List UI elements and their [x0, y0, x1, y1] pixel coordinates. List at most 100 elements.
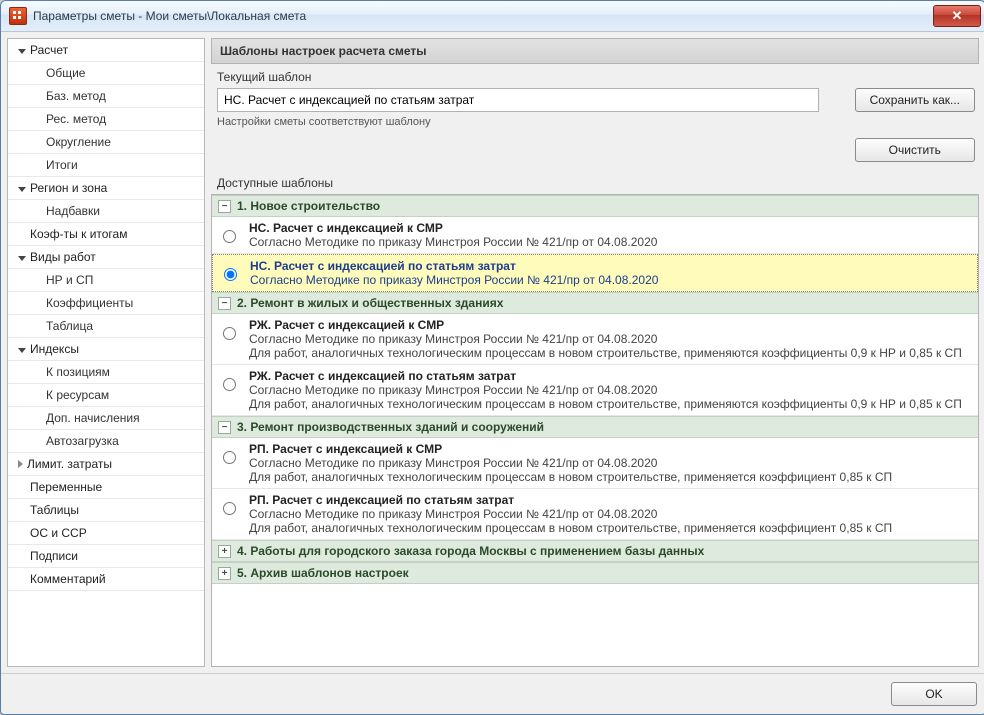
nav-item[interactable]: К позициям	[8, 361, 204, 384]
app-icon	[9, 7, 27, 25]
clear-button[interactable]: Очистить	[855, 138, 975, 162]
nav-sidebar[interactable]: Расчет ОбщиеБаз. методРес. методОкруглени…	[7, 38, 205, 667]
dialog-footer: OK	[1, 673, 984, 714]
nav-item[interactable]: Регион и зона	[8, 177, 204, 200]
template-row[interactable]: РП. Расчет с индексацией к СМРСогласно М…	[212, 438, 978, 489]
template-radio[interactable]	[223, 327, 236, 340]
template-radio-cell	[218, 448, 239, 464]
chevron-down-icon[interactable]	[18, 256, 26, 261]
nav-item[interactable]: Округление	[8, 131, 204, 154]
template-buttons: Сохранить как... Очистить	[855, 70, 977, 162]
nav-item[interactable]: Подписи	[8, 545, 204, 568]
chevron-down-icon[interactable]	[18, 348, 26, 353]
current-template-input[interactable]	[217, 88, 819, 112]
nav-item[interactable]: К ресурсам	[8, 384, 204, 407]
template-desc: Согласно Методике по приказу Минстроя Ро…	[249, 235, 972, 249]
nav-item[interactable]: Таблицы	[8, 499, 204, 522]
template-desc: Согласно Методике по приказу Минстроя Ро…	[249, 332, 972, 346]
nav-item[interactable]: Общие	[8, 62, 204, 85]
nav-item[interactable]: Рес. метод	[8, 108, 204, 131]
template-group-header[interactable]: +5. Архив шаблонов настроек	[212, 562, 978, 584]
nav-item[interactable]: Баз. метод	[8, 85, 204, 108]
nav-item[interactable]: Коэффициенты	[8, 292, 204, 315]
template-desc: Согласно Методике по приказу Минстроя Ро…	[250, 273, 971, 287]
template-title: НС. Расчет с индексацией по статьям затр…	[250, 259, 971, 273]
template-desc: Согласно Методике по приказу Минстроя Ро…	[249, 456, 972, 470]
close-button[interactable]: ✕	[933, 5, 981, 27]
template-text: РП. Расчет с индексацией по статьям затр…	[249, 493, 972, 535]
template-desc: Для работ, аналогичных технологическим п…	[249, 470, 972, 484]
template-row[interactable]: НС. Расчет с индексацией к СМРСогласно М…	[212, 217, 978, 254]
nav-item[interactable]: Доп. начисления	[8, 407, 204, 430]
template-title: РП. Расчет с индексацией к СМР	[249, 442, 972, 456]
nav-item[interactable]: ОС и ССР	[8, 522, 204, 545]
template-radio[interactable]	[223, 502, 236, 515]
template-title: РЖ. Расчет с индексацией по статьям затр…	[249, 369, 972, 383]
nav-item[interactable]: Надбавки	[8, 200, 204, 223]
template-radio-cell	[218, 324, 239, 340]
nav-item[interactable]: Таблица	[8, 315, 204, 338]
close-icon: ✕	[952, 8, 963, 24]
template-radio-cell	[218, 227, 239, 243]
dialog-body: Расчет ОбщиеБаз. методРес. методОкруглени…	[1, 32, 984, 673]
template-row[interactable]: НС. Расчет с индексацией по статьям затр…	[212, 254, 978, 292]
template-text: РЖ. Расчет с индексацией по статьям затр…	[249, 369, 972, 411]
nav-item[interactable]: Виды работ	[8, 246, 204, 269]
nav-item[interactable]: Расчет	[8, 39, 204, 62]
template-title: РП. Расчет с индексацией по статьям затр…	[249, 493, 972, 507]
nav-item-label: Индексы	[30, 342, 79, 356]
titlebar: Параметры сметы - Мои сметы\Локальная см…	[1, 1, 984, 32]
nav-item-label: Регион и зона	[30, 181, 107, 195]
template-radio-cell	[218, 375, 239, 391]
nav-item[interactable]: Переменные	[8, 476, 204, 499]
templates-list[interactable]: −1. Новое строительствоНС. Расчет с инде…	[211, 194, 979, 667]
template-group-header[interactable]: −2. Ремонт в жилых и общественных здания…	[212, 292, 978, 314]
template-row[interactable]: РЖ. Расчет с индексацией по статьям затр…	[212, 365, 978, 416]
nav-item[interactable]: Коэф-ты к итогам	[8, 223, 204, 246]
template-text: НС. Расчет с индексацией по статьям затр…	[250, 259, 971, 287]
nav-item[interactable]: НР и СП	[8, 269, 204, 292]
template-row[interactable]: РП. Расчет с индексацией по статьям затр…	[212, 489, 978, 540]
save-as-button[interactable]: Сохранить как...	[855, 88, 975, 112]
nav-item-label: Виды работ	[30, 250, 96, 264]
template-group-header[interactable]: −1. Новое строительство	[212, 195, 978, 217]
current-template-label: Текущий шаблон	[217, 70, 845, 84]
template-radio-cell	[218, 499, 239, 515]
nav-item[interactable]: Автозагрузка	[8, 430, 204, 453]
template-radio[interactable]	[223, 451, 236, 464]
template-group-header[interactable]: −3. Ремонт производственных зданий и соо…	[212, 416, 978, 438]
current-template-row: Текущий шаблон Настройки сметы соответст…	[211, 64, 979, 162]
template-group-title: 1. Новое строительство	[237, 199, 380, 213]
nav-item-label: Расчет	[30, 43, 68, 57]
collapse-icon[interactable]: −	[218, 297, 231, 310]
template-title: РЖ. Расчет с индексацией к СМР	[249, 318, 972, 332]
template-desc: Согласно Методике по приказу Минстроя Ро…	[249, 383, 972, 397]
template-radio-cell	[219, 265, 240, 281]
nav-item[interactable]: Лимит. затраты	[8, 453, 204, 476]
template-text: НС. Расчет с индексацией к СМРСогласно М…	[249, 221, 972, 249]
template-radio[interactable]	[223, 230, 236, 243]
collapse-icon[interactable]: −	[218, 200, 231, 213]
template-row[interactable]: РЖ. Расчет с индексацией к СМРСогласно М…	[212, 314, 978, 365]
collapse-icon[interactable]: −	[218, 421, 231, 434]
nav-item[interactable]: Индексы	[8, 338, 204, 361]
template-desc: Для работ, аналогичных технологическим п…	[249, 521, 972, 535]
chevron-down-icon[interactable]	[18, 187, 26, 192]
template-group-header[interactable]: +4. Работы для городского заказа города …	[212, 540, 978, 562]
template-text: РЖ. Расчет с индексацией к СМРСогласно М…	[249, 318, 972, 360]
template-group-title: 5. Архив шаблонов настроек	[237, 566, 409, 580]
nav-item[interactable]: Итоги	[8, 154, 204, 177]
expand-icon[interactable]: +	[218, 545, 231, 558]
expand-icon[interactable]: +	[218, 567, 231, 580]
ok-button[interactable]: OK	[891, 682, 977, 706]
template-radio[interactable]	[223, 378, 236, 391]
template-radio[interactable]	[224, 268, 237, 281]
main-pane: Шаблоны настроек расчета сметы Текущий ш…	[211, 38, 979, 667]
current-template-left: Текущий шаблон Настройки сметы соответст…	[217, 70, 845, 128]
chevron-down-icon[interactable]	[18, 49, 26, 54]
template-desc: Для работ, аналогичных технологическим п…	[249, 346, 972, 360]
template-group-title: 2. Ремонт в жилых и общественных зданиях	[237, 296, 503, 310]
chevron-right-icon[interactable]	[18, 460, 23, 468]
nav-item[interactable]: Комментарий	[8, 568, 204, 591]
template-title: НС. Расчет с индексацией к СМР	[249, 221, 972, 235]
